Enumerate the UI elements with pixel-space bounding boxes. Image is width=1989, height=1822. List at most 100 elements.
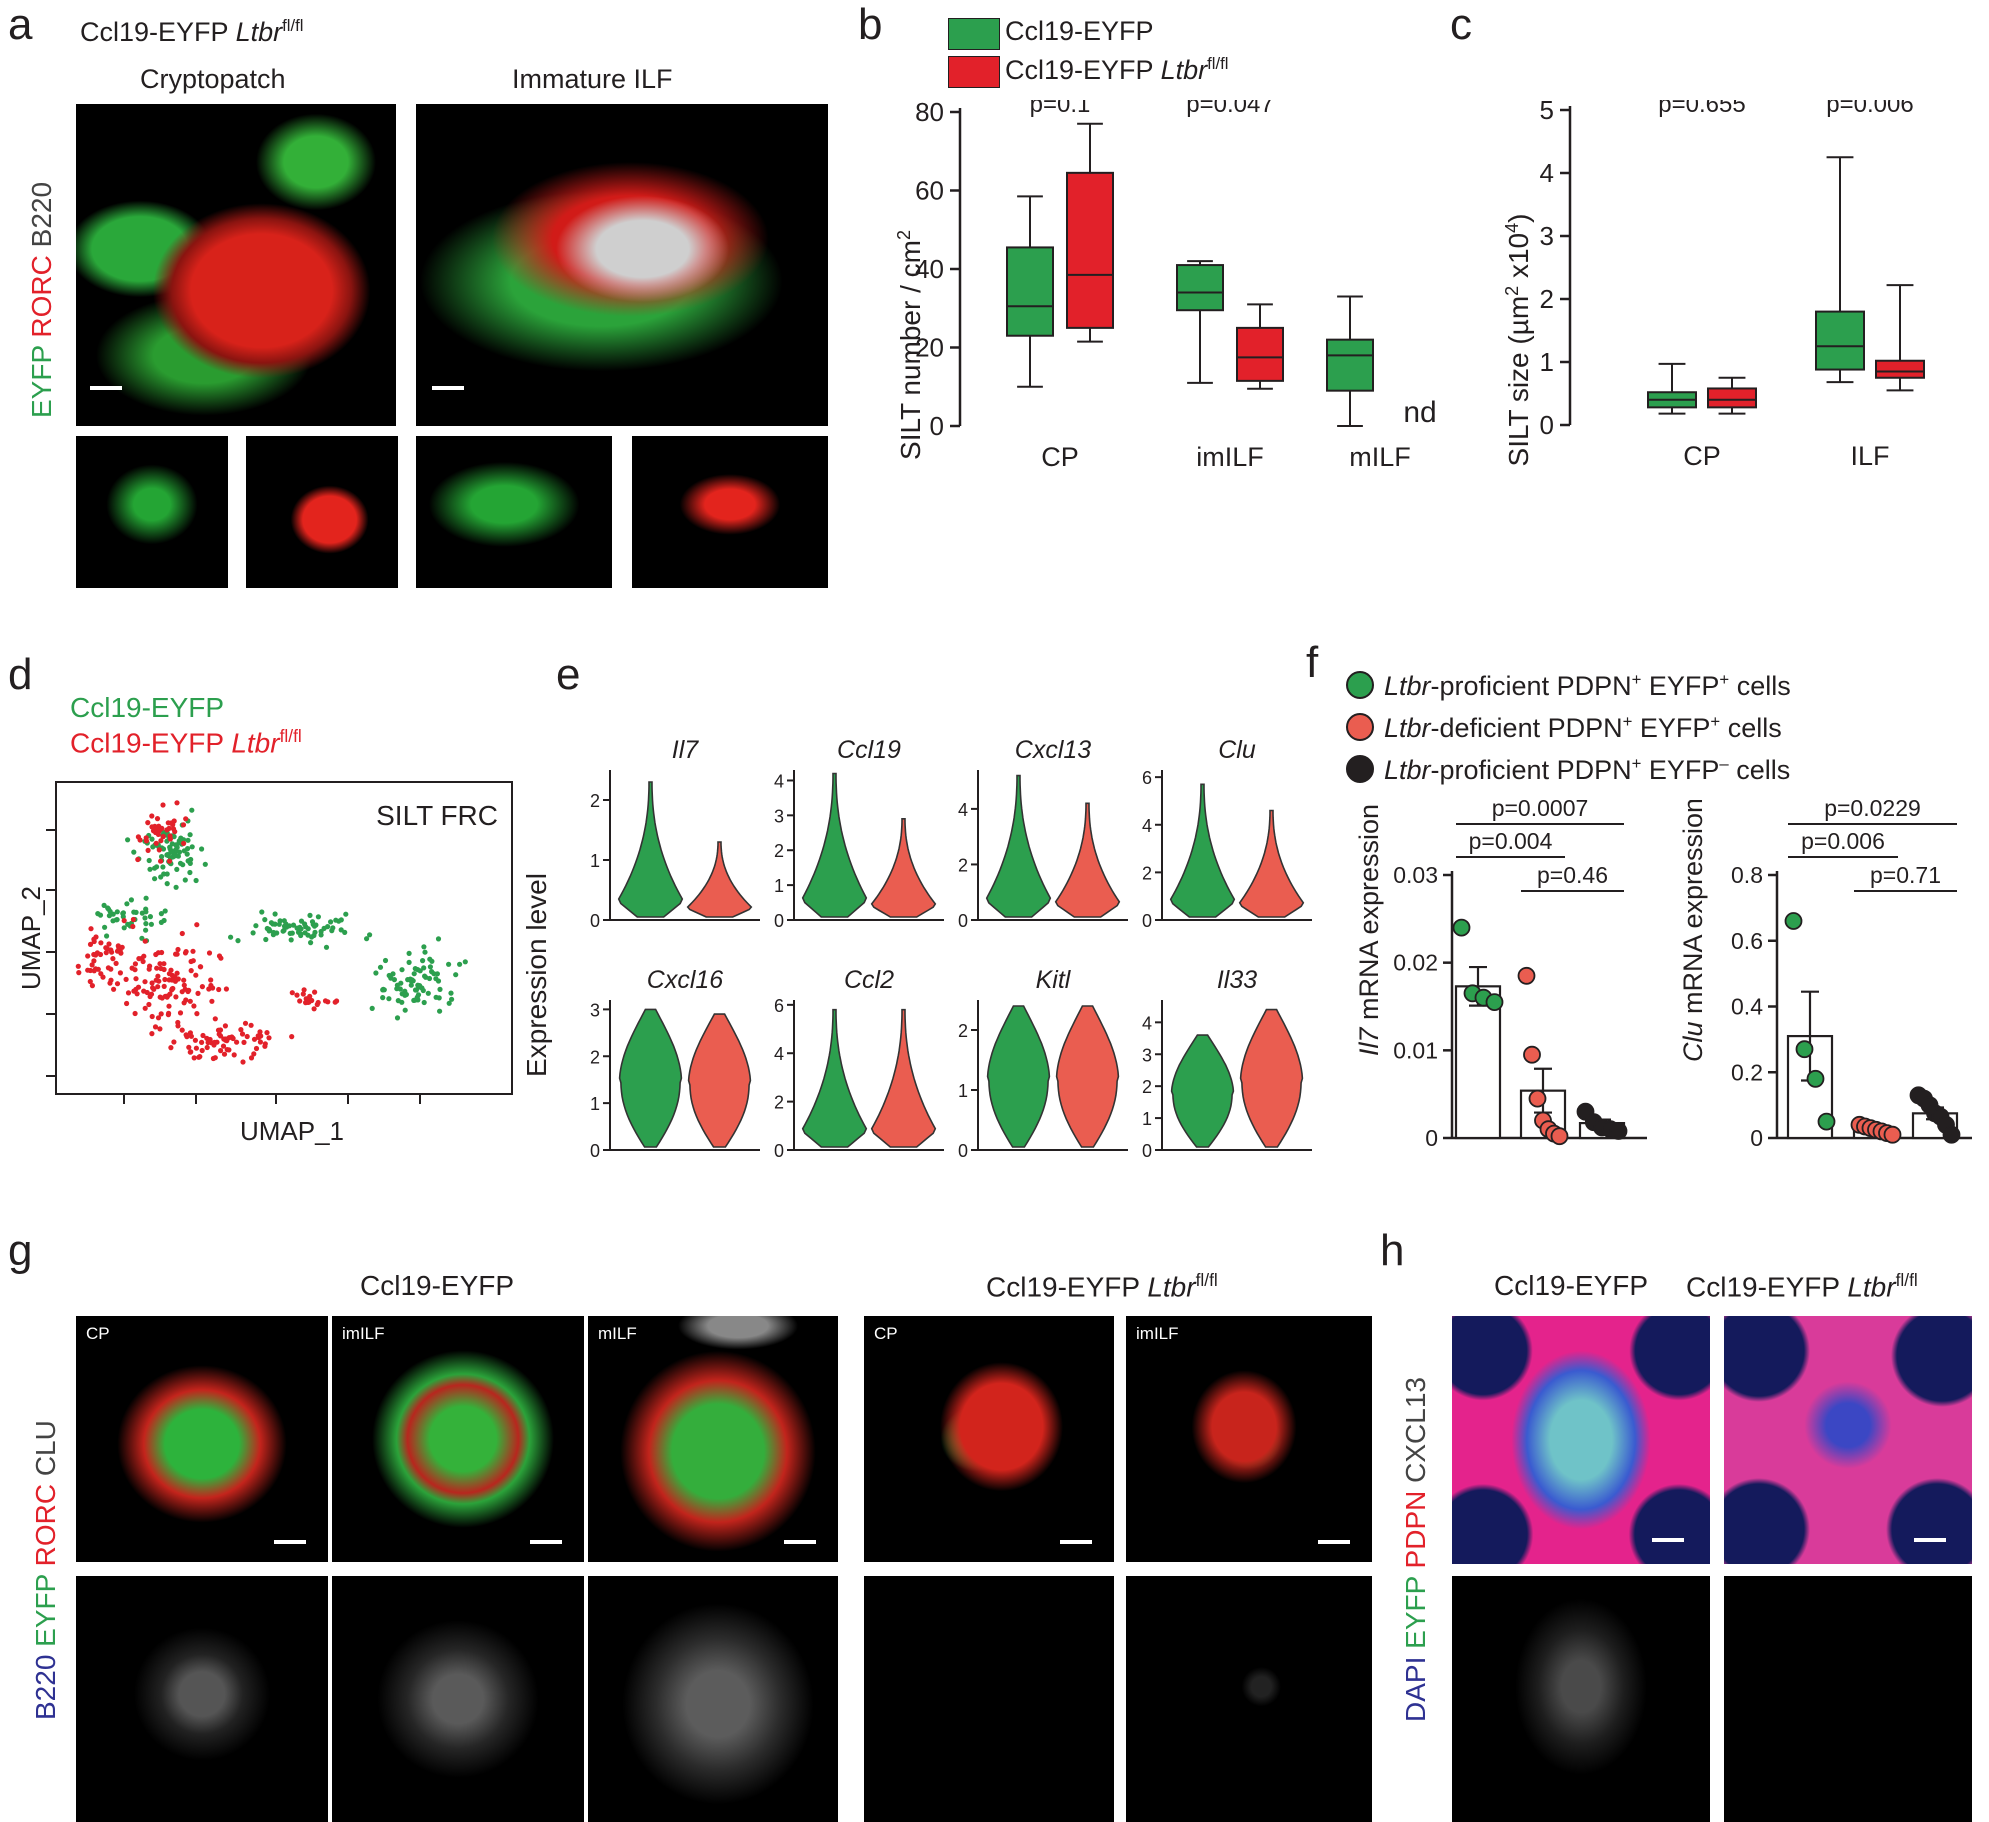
umap-point <box>160 846 167 852</box>
umap-point <box>176 849 183 855</box>
umap-point <box>186 1044 192 1050</box>
y-tick-label: 2 <box>958 855 968 875</box>
umap-point <box>137 837 143 843</box>
umap-point <box>133 986 139 992</box>
umap-point <box>272 911 278 917</box>
violin <box>1170 1034 1235 1148</box>
gene-title: Ccl19 <box>837 736 901 764</box>
violin <box>1239 1008 1304 1148</box>
umap-point <box>173 951 179 957</box>
umap-point <box>194 1011 200 1017</box>
umap-point <box>257 1039 263 1045</box>
violin <box>870 818 937 918</box>
annotation: p=0.655 <box>1658 100 1745 118</box>
umap-point <box>258 1033 264 1039</box>
umap-point <box>179 930 185 937</box>
umap-point <box>194 922 200 928</box>
umap-point <box>115 943 121 949</box>
umap-point <box>406 959 412 965</box>
umap-point <box>154 816 161 822</box>
umap-point <box>190 948 196 954</box>
umap-point <box>449 996 455 1002</box>
umap-point <box>193 1045 199 1051</box>
violin <box>686 841 753 918</box>
umap-point <box>193 972 199 978</box>
umap-point <box>199 1047 205 1054</box>
umap-point <box>222 1023 228 1029</box>
legend-text: Ltbr <box>1384 755 1431 785</box>
y-tick-label: 1 <box>1142 1109 1152 1129</box>
y-tick-label: 2 <box>1142 863 1152 883</box>
umap-point <box>187 869 193 876</box>
umap-point <box>156 847 162 853</box>
umap-point <box>248 1055 255 1061</box>
umap-point <box>240 1059 246 1065</box>
annotation: p=0.006 <box>1826 100 1913 118</box>
umap-point <box>85 953 91 959</box>
umap-point <box>181 982 187 988</box>
umap-point <box>159 854 165 860</box>
umap-point <box>181 837 187 843</box>
umap-point <box>435 936 442 942</box>
y-tick-label: 0 <box>1540 410 1554 440</box>
umap-point <box>182 877 188 883</box>
umap-point <box>119 944 125 950</box>
data-point <box>1523 1045 1541 1064</box>
umap-point <box>111 986 117 992</box>
p-value: p=0.006 <box>1801 828 1885 854</box>
y-tick-label: 0.02 <box>1393 950 1438 976</box>
umap-point <box>155 984 161 990</box>
umap-point <box>149 1013 155 1020</box>
umap-point <box>253 923 259 929</box>
umap-point <box>217 1033 224 1039</box>
umap-point <box>158 911 164 917</box>
legend-row: Ltbr-proficient PDPN+ EYFP+ cells <box>1346 670 1791 702</box>
y-tick-label: 3 <box>774 806 784 826</box>
umap-frame <box>55 781 513 1095</box>
box <box>1707 387 1757 409</box>
umap-point <box>187 998 193 1004</box>
umap-point <box>380 995 386 1001</box>
umap-point <box>417 968 423 974</box>
umap-point <box>422 973 428 979</box>
y-tick-label: 4 <box>958 800 968 820</box>
umap-point <box>175 946 181 953</box>
umap-point <box>218 1048 224 1054</box>
scale-bar <box>530 1540 562 1544</box>
umap-point <box>390 971 396 977</box>
umap-point <box>149 836 155 842</box>
y-tick-label: 1 <box>774 876 784 896</box>
box <box>1815 310 1865 371</box>
panel-label-b: b <box>858 0 883 49</box>
data-point <box>1609 1122 1628 1140</box>
legend-text: + <box>1631 754 1642 773</box>
umap-point <box>342 929 348 935</box>
umap-point <box>301 987 307 993</box>
umap-point <box>311 923 318 929</box>
umap-point <box>102 924 108 930</box>
umap-point <box>323 944 330 950</box>
image-tag: imILF <box>342 1324 385 1343</box>
p-value: p=0.71 <box>1870 862 1941 888</box>
umap-point <box>453 972 459 978</box>
y-tick-label: 0.8 <box>1731 862 1763 888</box>
legend-text: Ltbr <box>1384 713 1431 743</box>
umap-point <box>210 985 216 991</box>
umap-point <box>121 918 127 924</box>
umap-point <box>197 964 203 970</box>
umap-point <box>173 884 179 890</box>
umap-point <box>411 971 417 977</box>
y-tick-label: 1 <box>590 1094 600 1114</box>
box <box>1326 338 1374 392</box>
umap-point <box>294 992 300 998</box>
umap-point <box>147 866 153 872</box>
umap-point <box>402 1007 408 1013</box>
umap-point <box>297 998 303 1004</box>
umap-point <box>297 924 303 930</box>
umap-point <box>188 968 194 974</box>
umap-point <box>322 998 329 1004</box>
umap-point <box>107 908 113 915</box>
panel-label-d: d <box>8 650 33 699</box>
legend-text: + <box>1710 712 1721 731</box>
axis-label-y: Expression level <box>521 873 552 1077</box>
